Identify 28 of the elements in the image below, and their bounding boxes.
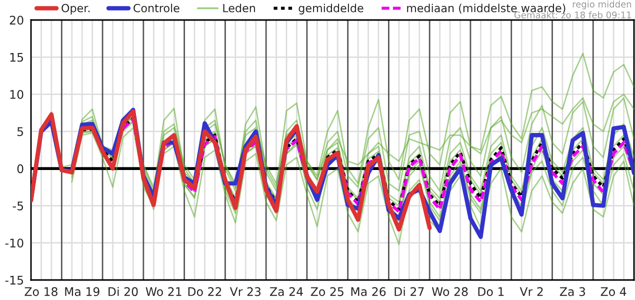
x-tick-label: Zo 4 (600, 287, 626, 296)
x-tick-label: Ma 26 (351, 287, 386, 296)
legend-label: Leden (223, 4, 255, 12)
x-tick-label: Wo 21 (146, 287, 182, 296)
y-tick-label: 20 (10, 16, 24, 25)
y-tick-label: 15 (10, 53, 24, 62)
x-tick-label: Za 3 (560, 287, 586, 296)
x-tick-label: Ma 19 (65, 287, 100, 296)
x-tick-label: Vr 2 (520, 287, 543, 296)
x-tick-label: Di 27 (394, 286, 424, 296)
y-tick-label: 5 (17, 127, 24, 136)
x-tick-label: Do 22 (188, 287, 222, 296)
y-tick-label: -10 (5, 238, 24, 248)
y-tick-label: -15 (5, 276, 24, 285)
x-tick-label: Do 1 (478, 287, 504, 296)
legend-label: gemiddelde (298, 4, 364, 14)
y-tick-label: 10 (10, 90, 24, 99)
x-tick-label: Di 20 (108, 286, 138, 296)
x-tick-label: Zo 25 (310, 287, 344, 296)
text: regio midden (572, 0, 632, 10)
x-tick-label: Zo 18 (24, 287, 58, 296)
x-tick-label: Vr 23 (230, 287, 261, 296)
y-tick-label: 0 (17, 164, 24, 174)
y-tick-label: -5 (12, 202, 24, 210)
legend-label: Oper. (62, 4, 90, 14)
x-tick-label: Za 24 (270, 287, 303, 296)
x-tick-label: Wo 28 (432, 287, 468, 296)
legend-label: Controle (134, 4, 180, 12)
